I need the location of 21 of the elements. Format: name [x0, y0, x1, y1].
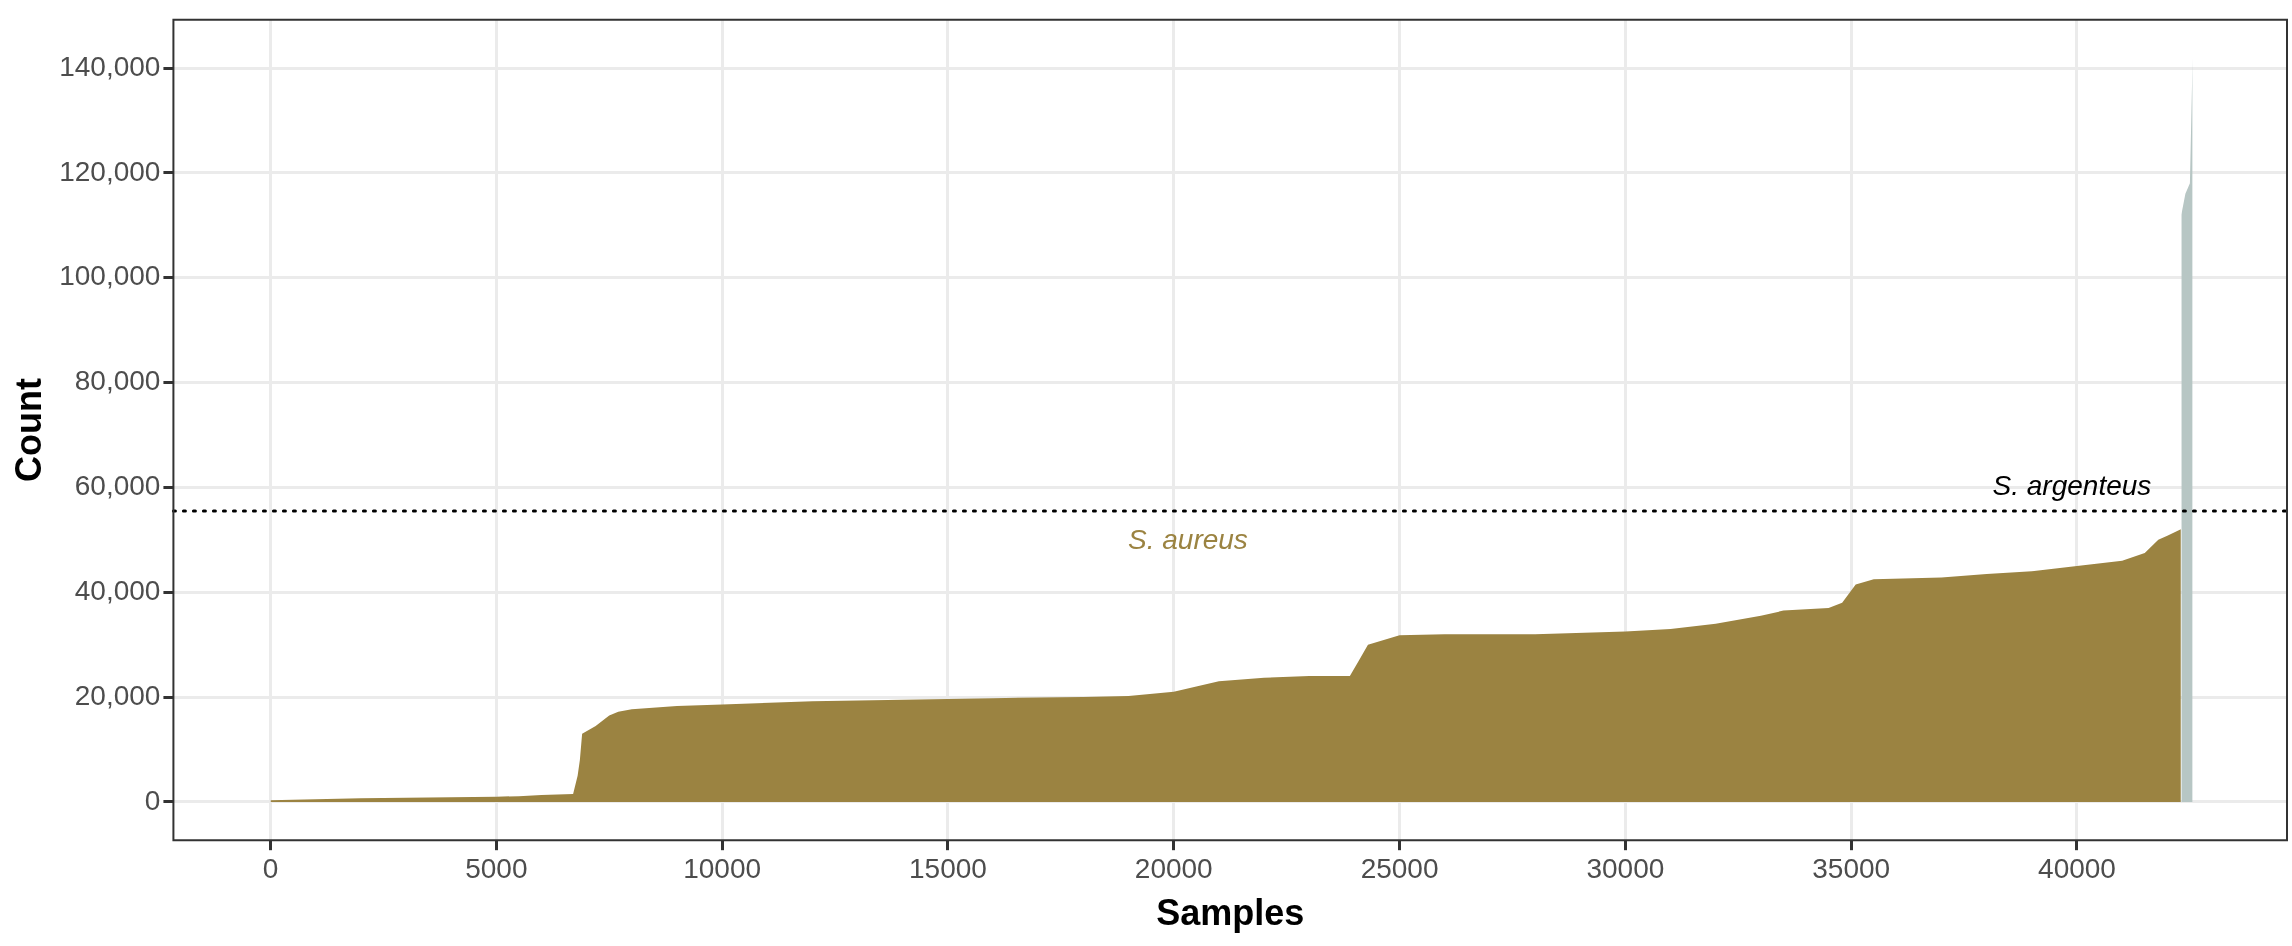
- series-label: S. argenteus: [1992, 469, 2152, 501]
- x-tick-label: 30000: [1586, 852, 1665, 884]
- x-tick-label: 0: [262, 852, 279, 884]
- x-tick-label: 40000: [2038, 852, 2116, 884]
- y-tick-label: 120,000: [59, 155, 161, 187]
- x-tick-label: 20000: [1134, 852, 1213, 884]
- text: S. aureus: [1128, 523, 1248, 555]
- x-tick-label: 5000: [465, 852, 528, 884]
- y-axis-title: Count: [7, 378, 49, 482]
- y-tick-label: 0: [144, 784, 161, 816]
- x-tick-label: 35000: [1812, 852, 1891, 884]
- y-tick-label: 100,000: [59, 260, 161, 292]
- x-tick-label: 25000: [1360, 852, 1439, 884]
- y-tick-label: 60,000: [74, 470, 161, 502]
- y-tick-label: 40,000: [74, 574, 161, 606]
- x-tick-label: 10000: [683, 852, 762, 884]
- x-axis-title: Samples: [1156, 892, 1305, 934]
- y-tick-label: 140,000: [59, 50, 161, 82]
- y-tick-label: 80,000: [74, 365, 161, 397]
- y-tick-label: 20,000: [74, 679, 161, 711]
- x-tick-label: 15000: [909, 852, 987, 884]
